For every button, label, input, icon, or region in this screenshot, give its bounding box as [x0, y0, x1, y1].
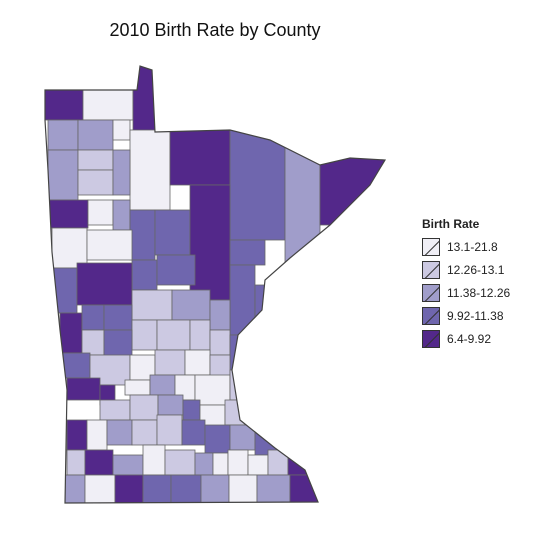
county-83: [64, 474, 86, 503]
county-20: [154, 209, 191, 256]
county-43: [103, 329, 133, 359]
state-outline: [44, 65, 387, 504]
county-29: [131, 289, 173, 321]
county-79: [227, 449, 249, 476]
county-65: [106, 419, 133, 446]
legend-swatch-5: [422, 329, 440, 348]
legend-swatch-3: [422, 283, 440, 302]
county-73: [84, 449, 114, 476]
county-50: [66, 377, 101, 401]
county-18: [112, 199, 131, 231]
county-67: [156, 414, 183, 446]
county-21: [189, 184, 231, 301]
county-75: [142, 444, 166, 476]
legend-title: Birth Rate: [422, 217, 480, 231]
county-47: [154, 349, 186, 376]
county-16: [47, 199, 89, 229]
county-84: [84, 474, 116, 503]
legend-item-2: 12.26-13.1: [422, 258, 510, 281]
county-5: [77, 119, 114, 151]
county-6: [112, 119, 131, 141]
county-91: [289, 474, 319, 503]
county-60: [182, 399, 201, 421]
county-19: [129, 209, 156, 261]
county-13: [77, 149, 114, 171]
county-15: [112, 149, 131, 196]
county-77: [194, 452, 214, 476]
county-14: [77, 169, 114, 196]
county-39: [189, 319, 211, 351]
county-11: [319, 154, 385, 226]
county-69: [204, 424, 231, 454]
county-48: [184, 349, 211, 376]
county-74: [112, 454, 144, 476]
county-17: [87, 199, 114, 226]
map-title: 2010 Birth Rate by County: [109, 20, 321, 40]
county-30: [171, 289, 211, 321]
county-88: [200, 474, 230, 503]
county-12: [47, 149, 79, 201]
county-32: [209, 299, 231, 331]
county-90: [256, 474, 291, 503]
county-24: [86, 229, 133, 261]
county-68: [181, 419, 206, 446]
county-8: [169, 129, 231, 186]
county-66: [131, 419, 158, 446]
county-28: [76, 262, 133, 306]
county-2: [82, 89, 134, 121]
county-81: [267, 449, 289, 476]
legend-swatch-4: [422, 306, 440, 325]
county-72: [66, 449, 86, 476]
county-34: [59, 312, 83, 354]
county-85: [114, 474, 144, 503]
county-63: [66, 419, 88, 451]
county-23: [51, 227, 88, 269]
county-42: [81, 329, 105, 356]
county-53: [149, 374, 176, 396]
legend-item-4: 9.92-11.38: [422, 304, 510, 327]
county-9: [229, 129, 286, 241]
county-55: [194, 374, 231, 406]
county-82: [287, 449, 319, 476]
county-35: [81, 304, 105, 331]
legend-item-5: 6.4-9.92: [422, 327, 510, 350]
legend-item-1: 13.1-21.8: [422, 235, 510, 258]
legend-label-1: 13.1-21.8: [447, 239, 498, 254]
county-22: [229, 239, 266, 266]
county-38: [156, 319, 191, 351]
county-25: [131, 259, 158, 291]
legend-label-5: 6.4-9.92: [447, 331, 492, 346]
legend-label-3: 11.38-12.26: [447, 285, 511, 300]
county-3: [132, 66, 156, 137]
county-58: [129, 394, 159, 421]
county-37: [131, 319, 158, 351]
county-59: [157, 394, 184, 416]
county-31: [229, 264, 256, 336]
county-40: [209, 329, 231, 356]
legend-swatch-1: [422, 237, 440, 256]
county-80: [247, 454, 269, 476]
county-78: [212, 452, 229, 476]
county-86: [142, 474, 172, 503]
county-89: [228, 474, 258, 503]
map-legend: Birth Rate 13.1-21.8 12.26-13.1 11.38-12…: [422, 217, 510, 350]
county-64: [86, 419, 108, 451]
county-10: [284, 139, 321, 271]
county-4: [47, 119, 79, 151]
legend-swatch-2: [422, 260, 440, 279]
county-76: [164, 449, 196, 476]
county-26: [156, 254, 196, 286]
legend-label-4: 9.92-11.38: [447, 308, 504, 323]
county-87: [170, 474, 202, 503]
county-57: [99, 399, 131, 421]
county-1: [45, 89, 84, 121]
legend-item-3: 11.38-12.26: [422, 281, 510, 304]
county-36: [103, 304, 133, 331]
county-7: [129, 129, 171, 211]
county-52: [124, 379, 151, 396]
legend-label-2: 12.26-13.1: [447, 262, 505, 277]
